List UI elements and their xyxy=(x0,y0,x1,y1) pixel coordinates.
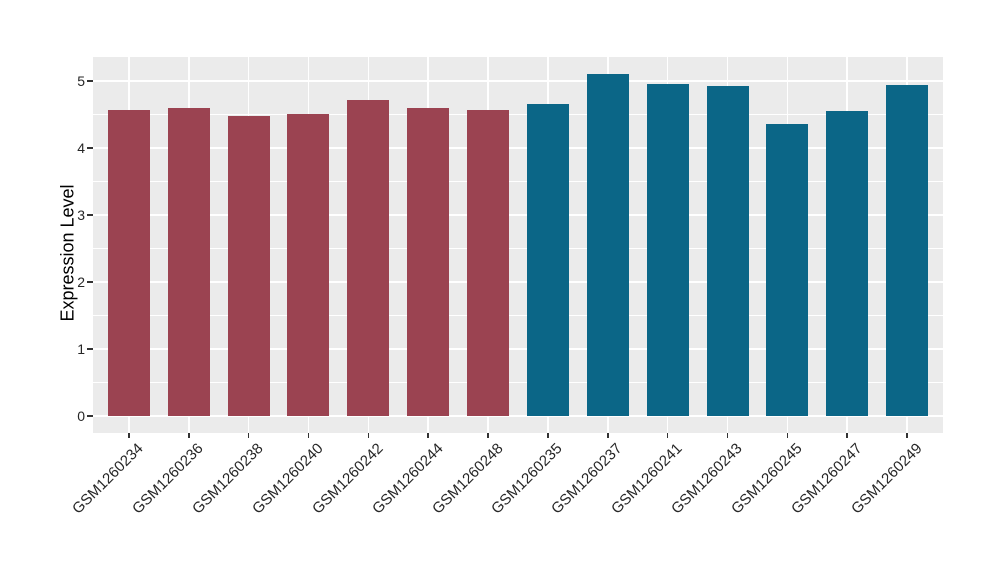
y-axis-title: Expression Level xyxy=(57,184,78,322)
y-tick-mark xyxy=(87,348,93,350)
y-tick-label: 1 xyxy=(77,340,85,357)
x-tick-mark xyxy=(846,433,848,438)
gridline-horizontal-major xyxy=(93,147,943,149)
bar xyxy=(886,84,929,416)
plot-panel xyxy=(93,57,943,433)
y-tick-mark xyxy=(87,147,93,149)
x-tick-mark xyxy=(128,433,130,438)
gridline-horizontal-major xyxy=(93,214,943,216)
y-tick-label: 2 xyxy=(77,273,85,290)
x-tick-mark xyxy=(307,433,310,438)
x-tick-mark xyxy=(666,433,669,438)
bar xyxy=(646,84,689,416)
x-tick-mark xyxy=(547,433,549,438)
gridline-horizontal-minor xyxy=(93,248,943,250)
x-tick-mark xyxy=(607,433,609,438)
bar xyxy=(107,109,150,416)
bar xyxy=(526,103,569,416)
bar xyxy=(586,74,629,416)
bar xyxy=(227,115,270,416)
x-tick-mark xyxy=(427,433,429,438)
bar xyxy=(467,110,510,416)
bar xyxy=(826,111,869,416)
bar xyxy=(347,100,390,416)
gridline-horizontal-minor xyxy=(93,382,943,384)
x-tick-mark xyxy=(188,433,190,438)
bar xyxy=(287,114,330,416)
gridline-horizontal-major xyxy=(93,281,943,283)
gridline-horizontal-minor xyxy=(93,315,943,317)
y-tick-mark xyxy=(87,80,93,82)
y-tick-label: 5 xyxy=(77,72,85,89)
gridline-horizontal-major xyxy=(93,415,943,417)
bar xyxy=(706,85,749,416)
y-tick-label: 3 xyxy=(77,206,85,223)
x-tick-mark xyxy=(906,433,908,438)
y-tick-mark xyxy=(87,214,93,216)
y-tick-mark xyxy=(87,415,93,417)
gridline-horizontal-minor xyxy=(93,181,943,183)
x-tick-mark xyxy=(367,433,370,438)
bar xyxy=(167,107,210,416)
x-tick-mark xyxy=(786,433,789,438)
y-tick-label: 0 xyxy=(77,407,85,424)
gridline-horizontal-major xyxy=(93,80,943,82)
gridline-horizontal-major xyxy=(93,348,943,350)
x-tick-mark xyxy=(726,433,729,438)
bar xyxy=(407,108,450,416)
x-tick-mark xyxy=(487,433,489,438)
gridline-horizontal-minor xyxy=(93,114,943,116)
bar xyxy=(766,123,809,416)
y-tick-mark xyxy=(87,281,93,283)
x-tick-mark xyxy=(247,433,250,438)
y-tick-label: 4 xyxy=(77,139,85,156)
